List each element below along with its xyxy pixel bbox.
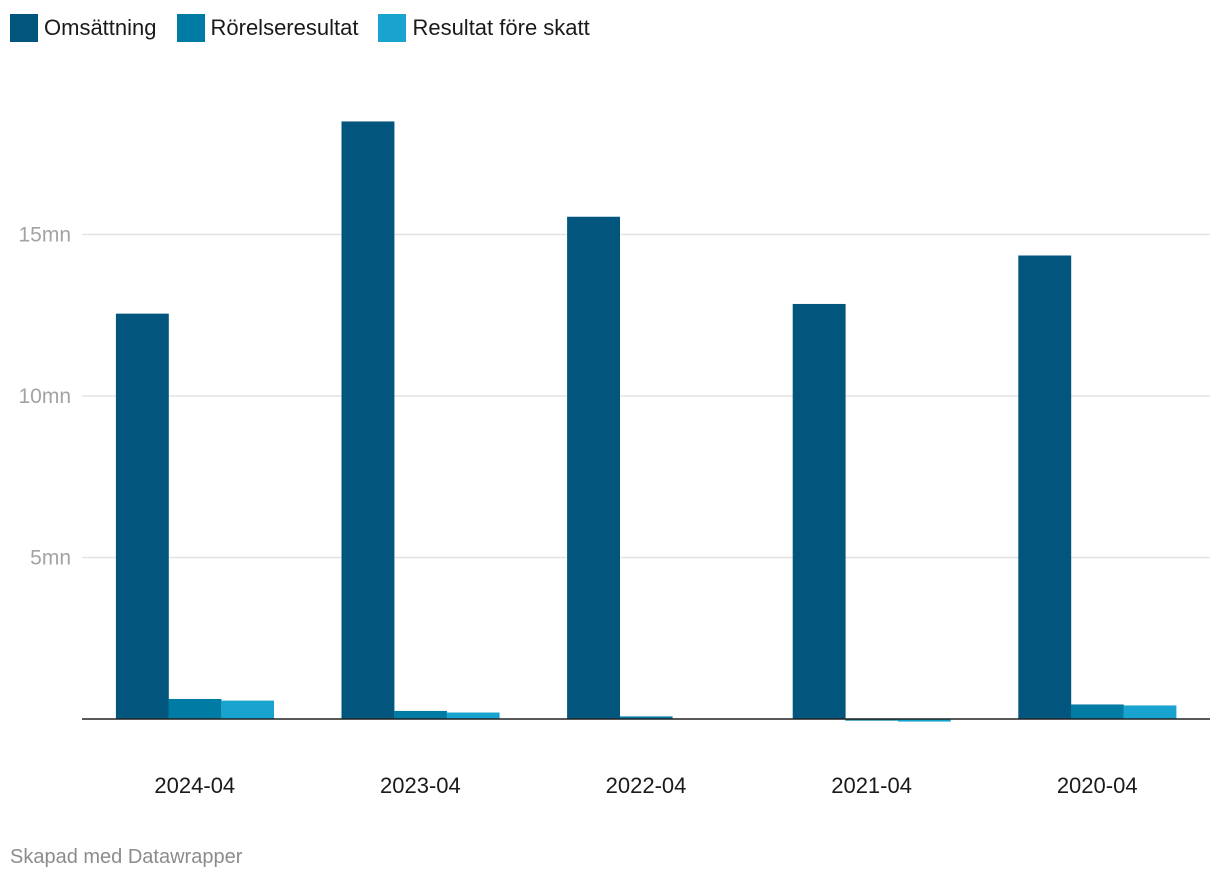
x-tick-label-2022-04: 2022-04 bbox=[606, 773, 687, 798]
bar-2020-04-series-2 bbox=[1123, 705, 1177, 719]
y-tick-label-5: 5mn bbox=[30, 547, 71, 570]
bar-2022-04-series-1 bbox=[619, 716, 673, 719]
y-tick-label-10: 10mn bbox=[18, 385, 71, 408]
legend-label-resultat-fore-skatt: Resultat före skatt bbox=[412, 15, 590, 40]
x-tick-label-2024-04: 2024-04 bbox=[154, 773, 235, 798]
legend-item-resultat-fore-skatt: Resultat före skatt bbox=[378, 14, 590, 42]
bar-2024-04-series-2 bbox=[221, 700, 274, 719]
credit-text: Skapad med Datawrapper bbox=[10, 846, 243, 868]
x-tick-label-2020-04: 2020-04 bbox=[1057, 773, 1138, 798]
bar-2022-04-series-0 bbox=[567, 216, 620, 720]
y-tick-label-15: 15mn bbox=[18, 224, 71, 247]
bar-2023-04-series-1 bbox=[394, 710, 447, 719]
bar-2020-04-series-1 bbox=[1070, 704, 1124, 719]
bar-2024-04-series-1 bbox=[168, 698, 222, 719]
bar-2021-04-series-0 bbox=[792, 303, 846, 719]
bar-2021-04-series-2 bbox=[897, 719, 951, 722]
bar-2023-04-series-2 bbox=[446, 712, 500, 719]
bar-2023-04-series-0 bbox=[341, 121, 395, 719]
x-tick-label-2023-04: 2023-04 bbox=[380, 773, 461, 798]
legend-swatch-resultat-fore-skatt bbox=[378, 14, 407, 42]
legend-swatch-rorelseresultat bbox=[176, 14, 205, 42]
legend-item-omsattning: Omsättning bbox=[10, 14, 157, 42]
legend-label-rorelseresultat: Rörelseresultat bbox=[210, 15, 359, 40]
legend-item-rorelseresultat: Rörelseresultat bbox=[176, 14, 359, 42]
legend-swatch-omsattning bbox=[10, 14, 38, 42]
bar-2021-04-series-1 bbox=[845, 719, 899, 721]
bar-2020-04-series-0 bbox=[1018, 255, 1072, 719]
bar-2024-04-series-0 bbox=[115, 313, 169, 719]
legend-label-omsattning: Omsättning bbox=[44, 15, 157, 40]
x-tick-label-2021-04: 2021-04 bbox=[831, 773, 912, 798]
legend: Omsättning Rörelseresultat Resultat före… bbox=[10, 12, 590, 44]
